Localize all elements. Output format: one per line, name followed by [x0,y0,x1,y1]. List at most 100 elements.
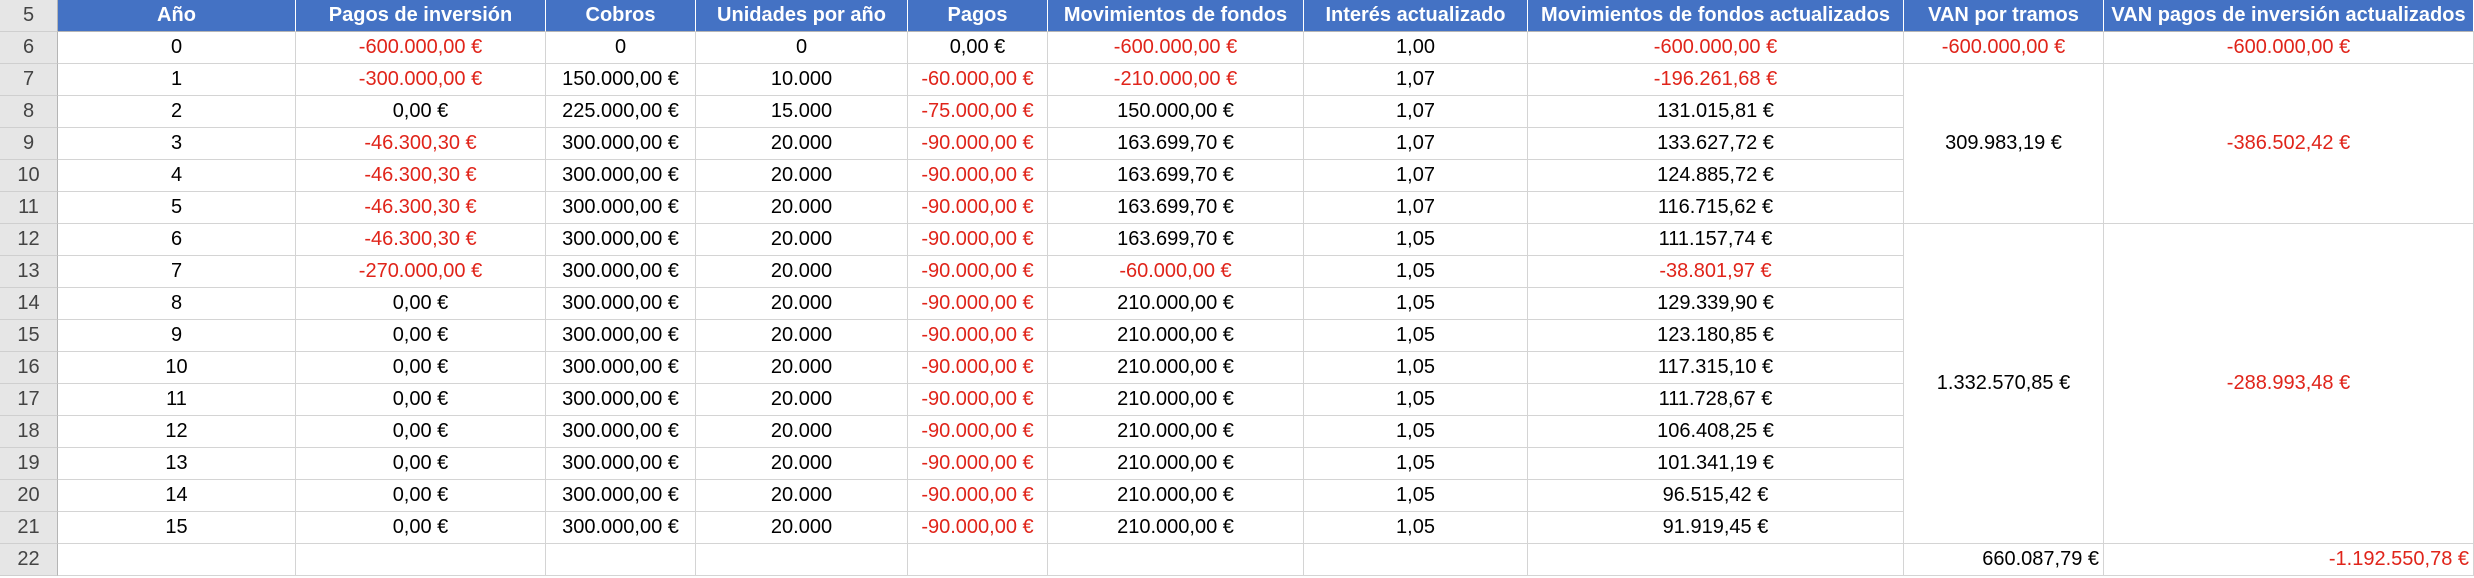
row-header-5[interactable]: 5 [0,0,58,32]
header-pagos[interactable]: Pagos [908,0,1048,32]
cell-unidades[interactable]: 15.000 [696,96,908,128]
cell-pagos-inversion[interactable]: 0,00 € [296,288,546,320]
header-interes-actualizado[interactable]: Interés actualizado [1304,0,1528,32]
cell-interes[interactable]: 1,00 [1304,32,1528,64]
row-header-12[interactable]: 12 [0,224,58,256]
cell-interes[interactable]: 1,05 [1304,288,1528,320]
cell-movimientos[interactable]: 210.000,00 € [1048,352,1304,384]
cell-ano[interactable]: 10 [58,352,296,384]
cell-movimientos[interactable]: 163.699,70 € [1048,192,1304,224]
cell-interes[interactable]: 1,05 [1304,512,1528,544]
cell-movimientos[interactable]: -60.000,00 € [1048,256,1304,288]
cell-interes[interactable]: 1,05 [1304,448,1528,480]
cell-pagos[interactable]: -90.000,00 € [908,192,1048,224]
van-pagos-block-1[interactable]: -600.000,00 € [2104,32,2474,64]
cell-ano[interactable]: 1 [58,64,296,96]
cell-movimientos[interactable]: 210.000,00 € [1048,512,1304,544]
cell-cobros[interactable]: 300.000,00 € [546,352,696,384]
header-van-tramos[interactable]: VAN por tramos [1904,0,2104,32]
cell-unidades[interactable]: 20.000 [696,256,908,288]
row-header-6[interactable]: 6 [0,32,58,64]
cell-pagos[interactable]: -90.000,00 € [908,224,1048,256]
cell-cobros[interactable]: 150.000,00 € [546,64,696,96]
cell-pagos[interactable]: -90.000,00 € [908,288,1048,320]
cell-interes[interactable]: 1,07 [1304,64,1528,96]
cell-pagos[interactable]: -90.000,00 € [908,320,1048,352]
cell-pagos[interactable]: -90.000,00 € [908,384,1048,416]
cell-cobros[interactable]: 300.000,00 € [546,480,696,512]
row-header-22[interactable]: 22 [0,544,58,576]
cell-unidades[interactable]: 20.000 [696,224,908,256]
row-header-19[interactable]: 19 [0,448,58,480]
cell-ano[interactable]: 15 [58,512,296,544]
cell-cobros[interactable]: 225.000,00 € [546,96,696,128]
cell-pagos[interactable]: -90.000,00 € [908,512,1048,544]
cell-pagos-inversion[interactable]: -46.300,30 € [296,192,546,224]
cell-unidades[interactable]: 20.000 [696,448,908,480]
cell-movimientos[interactable]: 210.000,00 € [1048,288,1304,320]
cell-interes[interactable]: 1,05 [1304,352,1528,384]
cell-ano[interactable]: 2 [58,96,296,128]
cell-pagos[interactable]: -90.000,00 € [908,416,1048,448]
total-row-cell[interactable] [296,544,546,576]
cell-interes[interactable]: 1,05 [1304,416,1528,448]
header-movimientos-fondos[interactable]: Movimientos de fondos [1048,0,1304,32]
cell-pagos-inversion[interactable]: 0,00 € [296,96,546,128]
cell-ano[interactable]: 8 [58,288,296,320]
cell-pagos[interactable]: -90.000,00 € [908,128,1048,160]
cell-movimientos-actualizados[interactable]: 106.408,25 € [1528,416,1904,448]
row-header-16[interactable]: 16 [0,352,58,384]
cell-movimientos-actualizados[interactable]: 117.315,10 € [1528,352,1904,384]
total-row-cell[interactable] [1304,544,1528,576]
cell-pagos[interactable]: -90.000,00 € [908,448,1048,480]
cell-unidades[interactable]: 0 [696,32,908,64]
cell-pagos[interactable]: -90.000,00 € [908,352,1048,384]
cell-movimientos-actualizados[interactable]: 111.157,74 € [1528,224,1904,256]
cell-movimientos[interactable]: 210.000,00 € [1048,384,1304,416]
row-header-17[interactable]: 17 [0,384,58,416]
cell-pagos-inversion[interactable]: -46.300,30 € [296,128,546,160]
cell-pagos[interactable]: -90.000,00 € [908,480,1048,512]
cell-pagos[interactable]: -90.000,00 € [908,160,1048,192]
cell-movimientos[interactable]: 210.000,00 € [1048,320,1304,352]
header-van-pagos[interactable]: VAN pagos de inversión actualizados [2104,0,2474,32]
cell-pagos-inversion[interactable]: 0,00 € [296,416,546,448]
cell-ano[interactable]: 7 [58,256,296,288]
row-header-15[interactable]: 15 [0,320,58,352]
cell-ano[interactable]: 14 [58,480,296,512]
row-header-21[interactable]: 21 [0,512,58,544]
row-header-7[interactable]: 7 [0,64,58,96]
cell-movimientos-actualizados[interactable]: 129.339,90 € [1528,288,1904,320]
cell-pagos[interactable]: 0,00 € [908,32,1048,64]
row-header-11[interactable]: 11 [0,192,58,224]
van-pagos-block-3[interactable]: -288.993,48 € [2104,224,2474,544]
cell-pagos-inversion[interactable]: -270.000,00 € [296,256,546,288]
cell-movimientos[interactable]: 163.699,70 € [1048,128,1304,160]
cell-pagos-inversion[interactable]: -46.300,30 € [296,160,546,192]
cell-movimientos-actualizados[interactable]: 133.627,72 € [1528,128,1904,160]
cell-movimientos[interactable]: 210.000,00 € [1048,480,1304,512]
cell-movimientos-actualizados[interactable]: -38.801,97 € [1528,256,1904,288]
cell-interes[interactable]: 1,05 [1304,480,1528,512]
cell-cobros[interactable]: 300.000,00 € [546,256,696,288]
van-tramos-block-3[interactable]: 1.332.570,85 € [1904,224,2104,544]
cell-pagos[interactable]: -75.000,00 € [908,96,1048,128]
cell-movimientos[interactable]: 210.000,00 € [1048,416,1304,448]
van-pagos-total[interactable]: -1.192.550,78 € [2104,544,2474,576]
cell-unidades[interactable]: 20.000 [696,320,908,352]
row-header-14[interactable]: 14 [0,288,58,320]
cell-movimientos[interactable]: 163.699,70 € [1048,160,1304,192]
cell-movimientos[interactable]: -600.000,00 € [1048,32,1304,64]
header-cobros[interactable]: Cobros [546,0,696,32]
cell-pagos-inversion[interactable]: 0,00 € [296,320,546,352]
cell-pagos-inversion[interactable]: -600.000,00 € [296,32,546,64]
cell-ano[interactable]: 5 [58,192,296,224]
cell-movimientos-actualizados[interactable]: 96.515,42 € [1528,480,1904,512]
row-header-18[interactable]: 18 [0,416,58,448]
cell-pagos-inversion[interactable]: 0,00 € [296,480,546,512]
cell-cobros[interactable]: 300.000,00 € [546,224,696,256]
cell-interes[interactable]: 1,07 [1304,128,1528,160]
cell-unidades[interactable]: 20.000 [696,384,908,416]
total-row-cell[interactable] [696,544,908,576]
cell-pagos-inversion[interactable]: -46.300,30 € [296,224,546,256]
